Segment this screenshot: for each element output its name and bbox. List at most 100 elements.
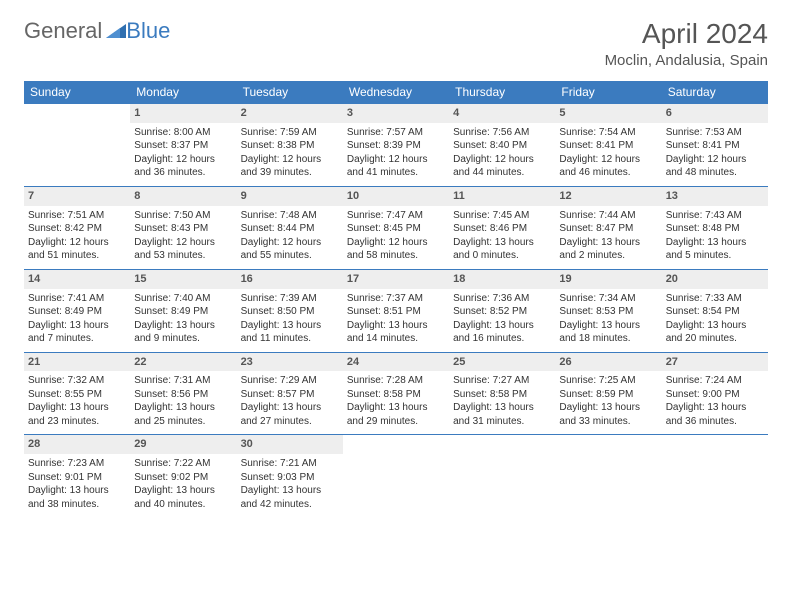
day-number: 17 xyxy=(343,270,449,289)
day-number: 10 xyxy=(343,187,449,206)
calendar-day-cell: 17Sunrise: 7:37 AMSunset: 8:51 PMDayligh… xyxy=(343,269,449,352)
daylight-text: and 7 minutes. xyxy=(28,332,126,346)
daylight-text: and 14 minutes. xyxy=(347,332,445,346)
sunset-text: Sunset: 8:49 PM xyxy=(134,305,232,319)
sunset-text: Sunset: 8:37 PM xyxy=(134,139,232,153)
calendar-day-cell: 8Sunrise: 7:50 AMSunset: 8:43 PMDaylight… xyxy=(130,186,236,269)
day-number: 26 xyxy=(555,353,661,372)
calendar-day-cell: 24Sunrise: 7:28 AMSunset: 8:58 PMDayligh… xyxy=(343,352,449,435)
day-number: 7 xyxy=(24,187,130,206)
daylight-text: Daylight: 13 hours xyxy=(559,401,657,415)
sunrise-text: Sunrise: 7:29 AM xyxy=(241,374,339,388)
sunset-text: Sunset: 9:00 PM xyxy=(666,388,764,402)
day-number: 19 xyxy=(555,270,661,289)
sunrise-text: Sunrise: 7:41 AM xyxy=(28,292,126,306)
calendar-week-row: 1Sunrise: 8:00 AMSunset: 8:37 PMDaylight… xyxy=(24,104,768,187)
daylight-text: and 41 minutes. xyxy=(347,166,445,180)
weekday-header: Tuesday xyxy=(237,81,343,104)
day-number: 5 xyxy=(555,104,661,123)
calendar-day-cell: 21Sunrise: 7:32 AMSunset: 8:55 PMDayligh… xyxy=(24,352,130,435)
daylight-text: and 38 minutes. xyxy=(28,498,126,512)
daylight-text: Daylight: 12 hours xyxy=(453,153,551,167)
title-block: April 2024 Moclin, Andalusia, Spain xyxy=(605,18,768,69)
daylight-text: Daylight: 12 hours xyxy=(241,153,339,167)
sunrise-text: Sunrise: 7:43 AM xyxy=(666,209,764,223)
daylight-text: and 42 minutes. xyxy=(241,498,339,512)
daylight-text: and 58 minutes. xyxy=(347,249,445,263)
sunset-text: Sunset: 8:47 PM xyxy=(559,222,657,236)
daylight-text: Daylight: 13 hours xyxy=(453,236,551,250)
calendar-day-cell: 7Sunrise: 7:51 AMSunset: 8:42 PMDaylight… xyxy=(24,186,130,269)
brand-text-blue: Blue xyxy=(126,18,170,44)
day-number: 18 xyxy=(449,270,555,289)
daylight-text: Daylight: 13 hours xyxy=(28,319,126,333)
daylight-text: Daylight: 13 hours xyxy=(134,484,232,498)
calendar-day-cell: 15Sunrise: 7:40 AMSunset: 8:49 PMDayligh… xyxy=(130,269,236,352)
calendar-day-cell: 6Sunrise: 7:53 AMSunset: 8:41 PMDaylight… xyxy=(662,104,768,187)
daylight-text: and 25 minutes. xyxy=(134,415,232,429)
calendar-day-cell: 9Sunrise: 7:48 AMSunset: 8:44 PMDaylight… xyxy=(237,186,343,269)
day-number: 29 xyxy=(130,435,236,454)
day-number: 24 xyxy=(343,353,449,372)
daylight-text: and 39 minutes. xyxy=(241,166,339,180)
day-number: 13 xyxy=(662,187,768,206)
daylight-text: Daylight: 13 hours xyxy=(559,236,657,250)
sunset-text: Sunset: 8:38 PM xyxy=(241,139,339,153)
sunrise-text: Sunrise: 7:59 AM xyxy=(241,126,339,140)
sunrise-text: Sunrise: 7:53 AM xyxy=(666,126,764,140)
sunset-text: Sunset: 8:49 PM xyxy=(28,305,126,319)
day-number: 23 xyxy=(237,353,343,372)
calendar-day-cell: 25Sunrise: 7:27 AMSunset: 8:58 PMDayligh… xyxy=(449,352,555,435)
calendar-day-cell: 2Sunrise: 7:59 AMSunset: 8:38 PMDaylight… xyxy=(237,104,343,187)
daylight-text: and 29 minutes. xyxy=(347,415,445,429)
location-text: Moclin, Andalusia, Spain xyxy=(605,52,768,69)
calendar-day-cell: 5Sunrise: 7:54 AMSunset: 8:41 PMDaylight… xyxy=(555,104,661,187)
sunrise-text: Sunrise: 7:50 AM xyxy=(134,209,232,223)
sunrise-text: Sunrise: 7:21 AM xyxy=(241,457,339,471)
sunrise-text: Sunrise: 7:54 AM xyxy=(559,126,657,140)
sunrise-text: Sunrise: 7:51 AM xyxy=(28,209,126,223)
daylight-text: and 40 minutes. xyxy=(134,498,232,512)
day-number: 12 xyxy=(555,187,661,206)
brand-logo: General Blue xyxy=(24,18,170,44)
weekday-header: Wednesday xyxy=(343,81,449,104)
daylight-text: and 36 minutes. xyxy=(666,415,764,429)
sunset-text: Sunset: 8:50 PM xyxy=(241,305,339,319)
daylight-text: and 53 minutes. xyxy=(134,249,232,263)
sunset-text: Sunset: 8:41 PM xyxy=(559,139,657,153)
calendar-day-cell xyxy=(662,435,768,517)
daylight-text: and 9 minutes. xyxy=(134,332,232,346)
sunset-text: Sunset: 9:01 PM xyxy=(28,471,126,485)
daylight-text: Daylight: 13 hours xyxy=(28,484,126,498)
month-title: April 2024 xyxy=(605,18,768,50)
day-number: 25 xyxy=(449,353,555,372)
day-number: 14 xyxy=(24,270,130,289)
day-number: 4 xyxy=(449,104,555,123)
calendar-day-cell: 26Sunrise: 7:25 AMSunset: 8:59 PMDayligh… xyxy=(555,352,661,435)
sunrise-text: Sunrise: 7:36 AM xyxy=(453,292,551,306)
calendar-table: SundayMondayTuesdayWednesdayThursdayFrid… xyxy=(24,81,768,517)
weekday-header: Monday xyxy=(130,81,236,104)
daylight-text: Daylight: 12 hours xyxy=(28,236,126,250)
calendar-day-cell: 20Sunrise: 7:33 AMSunset: 8:54 PMDayligh… xyxy=(662,269,768,352)
calendar-week-row: 7Sunrise: 7:51 AMSunset: 8:42 PMDaylight… xyxy=(24,186,768,269)
calendar-day-cell: 29Sunrise: 7:22 AMSunset: 9:02 PMDayligh… xyxy=(130,435,236,517)
sunrise-text: Sunrise: 7:25 AM xyxy=(559,374,657,388)
day-number: 15 xyxy=(130,270,236,289)
sunset-text: Sunset: 8:57 PM xyxy=(241,388,339,402)
daylight-text: Daylight: 13 hours xyxy=(453,319,551,333)
calendar-day-cell: 4Sunrise: 7:56 AMSunset: 8:40 PMDaylight… xyxy=(449,104,555,187)
calendar-week-row: 28Sunrise: 7:23 AMSunset: 9:01 PMDayligh… xyxy=(24,435,768,517)
sunset-text: Sunset: 8:51 PM xyxy=(347,305,445,319)
daylight-text: Daylight: 13 hours xyxy=(134,319,232,333)
day-number: 22 xyxy=(130,353,236,372)
sunrise-text: Sunrise: 7:45 AM xyxy=(453,209,551,223)
daylight-text: Daylight: 13 hours xyxy=(666,401,764,415)
daylight-text: Daylight: 13 hours xyxy=(241,401,339,415)
day-number: 28 xyxy=(24,435,130,454)
sunrise-text: Sunrise: 7:39 AM xyxy=(241,292,339,306)
sunrise-text: Sunrise: 7:56 AM xyxy=(453,126,551,140)
calendar-day-cell: 10Sunrise: 7:47 AMSunset: 8:45 PMDayligh… xyxy=(343,186,449,269)
sunset-text: Sunset: 8:44 PM xyxy=(241,222,339,236)
day-number: 11 xyxy=(449,187,555,206)
